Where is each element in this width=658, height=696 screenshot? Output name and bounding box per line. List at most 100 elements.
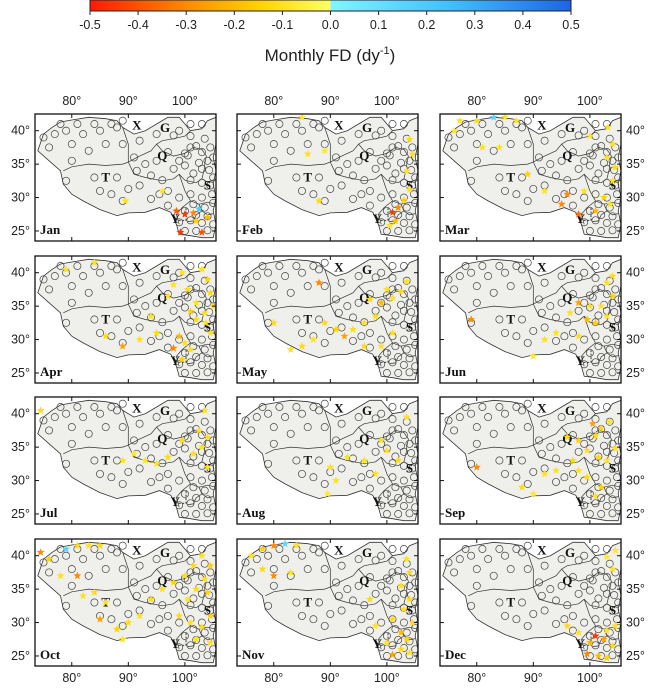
station-marker [118,282,127,291]
station-marker [197,644,206,652]
station-marker [152,272,161,281]
fd-star-marker [206,561,215,570]
fd-star-marker [90,588,99,596]
station-marker [175,551,184,560]
station-marker [107,190,116,199]
station-marker [388,499,397,508]
station-marker [568,469,577,478]
fd-star-marker [206,328,215,337]
region-boundary [330,272,393,305]
station-marker [394,369,403,377]
station-marker [585,149,594,158]
station-marker [67,581,76,590]
station-marker [385,434,394,443]
station-marker [258,262,267,270]
station-marker [560,332,569,341]
plateau-outline [239,116,418,239]
region-label-y: Y [373,211,383,226]
station-marker [349,336,357,345]
station-marker [298,186,306,195]
region-boundary [378,625,393,650]
fd-star-marker [391,216,400,225]
station-marker [568,611,577,620]
region-label-g: G [565,120,575,135]
station-marker [186,601,195,610]
station-marker [90,403,99,411]
station-marker [101,140,110,149]
fd-star-marker [197,265,206,273]
station-marker [337,136,346,145]
station-marker [568,148,577,157]
station-marker [472,423,481,432]
station-marker [394,284,403,293]
station-marker [169,164,178,173]
station-marker [320,621,329,630]
station-marker [186,415,195,424]
station-marker [371,164,380,173]
station-marker [50,130,59,139]
station-marker [611,426,620,435]
fd-star-marker [371,621,380,630]
station-marker [523,479,532,488]
station-marker [298,611,306,620]
station-marker [252,272,261,281]
station-marker [320,399,329,408]
region-boundary [581,200,596,225]
station-marker [332,436,340,445]
region-boundary [63,303,129,314]
region-boundary [265,586,331,597]
fd-star-marker [602,626,611,634]
fd-star-marker [56,571,65,580]
region-boundary [603,201,621,205]
station-marker [518,315,526,324]
station-marker [209,578,216,587]
station-marker [67,140,76,149]
station-marker [169,131,178,140]
station-marker [512,332,521,341]
region-label-y: Y [373,353,383,368]
station-marker [343,443,352,452]
fd-star-marker [583,473,592,481]
station-marker [130,578,138,587]
station-marker [377,268,386,277]
fd-star-marker [382,638,391,646]
station-marker [73,403,82,411]
station-marker [394,352,403,361]
fd-star-marker [172,206,181,215]
station-marker [209,623,216,632]
region-label-q: Q [359,148,369,163]
station-marker [591,545,600,553]
plateau-outline [37,541,216,664]
region-boundary [400,343,418,347]
station-marker [357,615,366,624]
fd-star-marker [402,166,411,175]
station-marker [354,413,363,422]
fd-star-marker [320,146,329,155]
station-marker [349,194,357,203]
region-label-t: T [303,312,312,327]
region-y-pointer [380,631,389,646]
fd-star-marker [178,355,187,363]
station-marker [292,403,301,411]
station-marker [608,212,617,221]
lat-tick-label: 30° [626,191,645,205]
fd-star-marker [147,312,155,320]
station-marker [169,306,178,315]
colorbar-title-exponent: -1 [380,45,390,57]
station-marker [574,273,583,282]
station-marker [269,423,278,432]
station-marker [163,431,172,440]
station-marker [585,348,594,357]
station-marker [382,489,391,498]
region-label-y: Y [373,494,383,509]
region-y-pointer [178,348,187,363]
region-boundary [265,303,331,314]
station-marker [602,262,611,270]
station-marker [597,510,606,518]
fd-star-marker [600,635,608,643]
fd-star-marker [563,432,572,441]
station-marker [382,574,391,583]
station-marker [113,173,121,182]
station-marker [535,295,543,304]
station-marker [411,315,418,324]
